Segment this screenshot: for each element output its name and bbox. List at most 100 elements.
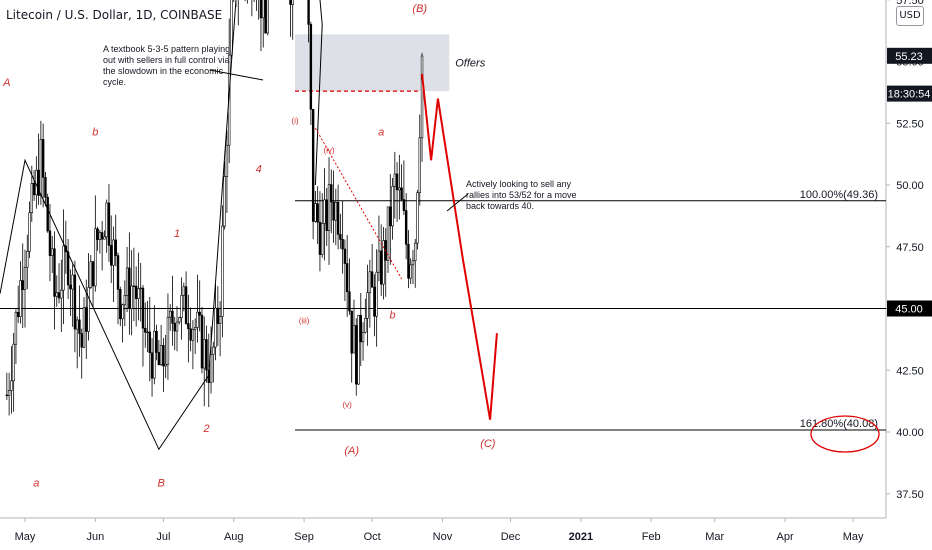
candle-body bbox=[364, 317, 367, 333]
candle-body bbox=[355, 325, 358, 385]
time-tick-label: May bbox=[15, 531, 36, 543]
candle-body bbox=[214, 307, 217, 348]
candle-body bbox=[196, 311, 199, 328]
price-tag-text: 55.23 bbox=[895, 51, 923, 63]
candle-body bbox=[123, 295, 127, 306]
candle-body bbox=[418, 137, 421, 193]
candle-body bbox=[341, 239, 344, 250]
candle-body bbox=[144, 327, 147, 333]
symbol-title: Litecoin / U.S. Dollar, 1D, COINBASE bbox=[6, 8, 223, 22]
wave-label: (iv) bbox=[323, 146, 334, 155]
time-tick-label: Jun bbox=[86, 531, 104, 543]
candle-body bbox=[41, 139, 45, 178]
candle-body bbox=[259, 0, 263, 19]
candle-body bbox=[125, 267, 129, 296]
candle-body bbox=[121, 304, 124, 320]
candle-body bbox=[216, 307, 220, 324]
candle-body bbox=[289, 0, 292, 5]
candle-body bbox=[30, 183, 34, 214]
price-tag-bg bbox=[887, 300, 932, 317]
candle-body bbox=[318, 221, 322, 255]
candle-body bbox=[352, 325, 356, 354]
candle-body bbox=[343, 248, 347, 264]
candle-body bbox=[150, 352, 154, 379]
candle-body bbox=[393, 173, 397, 187]
price-tag-text: 45.00 bbox=[895, 304, 923, 316]
candle-body bbox=[85, 307, 88, 332]
candle-body bbox=[350, 310, 353, 354]
time-tick-label: 2021 bbox=[569, 531, 593, 543]
time-tick-label: Dec bbox=[501, 531, 521, 543]
candle-body bbox=[107, 202, 111, 246]
candle-body bbox=[137, 288, 140, 299]
price-tick-label: 57.50 bbox=[896, 0, 924, 7]
candle-body bbox=[153, 330, 156, 379]
candle-body bbox=[116, 255, 120, 290]
offers-zone-label: Offers bbox=[455, 58, 485, 70]
candle-body bbox=[218, 316, 222, 324]
candle-body bbox=[169, 310, 172, 318]
candle-body bbox=[420, 55, 424, 139]
candle-body bbox=[91, 261, 95, 287]
candle-body bbox=[203, 339, 206, 369]
candle-body bbox=[44, 177, 47, 198]
candle-body bbox=[327, 184, 331, 231]
candle-body bbox=[182, 286, 186, 296]
candle-body bbox=[162, 344, 165, 367]
candle-body bbox=[146, 331, 149, 334]
candle-body bbox=[377, 250, 381, 273]
candle-body bbox=[37, 169, 40, 196]
candle-body bbox=[128, 267, 131, 309]
candle-body bbox=[21, 280, 24, 291]
time-tick-label: May bbox=[843, 531, 864, 543]
annotation-line: Actively looking to sell any bbox=[466, 179, 572, 189]
annotation-left-pointer bbox=[209, 69, 264, 81]
price-tick-label: 50.00 bbox=[896, 180, 924, 192]
candle-body bbox=[46, 196, 49, 232]
candle-body bbox=[155, 330, 158, 353]
candle-body bbox=[291, 0, 294, 5]
candle-body bbox=[139, 287, 142, 290]
candle-body bbox=[370, 271, 374, 288]
wave-label: 1 bbox=[174, 228, 180, 240]
candle-body bbox=[10, 380, 13, 391]
time-tick-label: Sep bbox=[294, 531, 314, 543]
time-tick-label: Mar bbox=[705, 531, 724, 543]
candle-body bbox=[361, 331, 365, 343]
candle-body bbox=[307, 0, 310, 25]
candle-body bbox=[98, 232, 102, 240]
wave-label: (i) bbox=[291, 116, 298, 125]
annotation-line: the slowdown in the economic bbox=[103, 66, 224, 76]
candle-body bbox=[323, 199, 326, 224]
price-tag-bg bbox=[887, 85, 932, 102]
candle-body bbox=[23, 267, 27, 291]
candle-body bbox=[187, 323, 190, 330]
annotation-line: rallies into 53/52 for a move bbox=[466, 190, 577, 200]
candle-body bbox=[359, 315, 362, 343]
candle-body bbox=[262, 0, 265, 19]
wave-label: (C) bbox=[480, 438, 496, 450]
candle-body bbox=[94, 228, 97, 287]
candle-body bbox=[157, 352, 161, 365]
candle-body bbox=[357, 315, 360, 385]
annotation-right: Actively looking to sell any rallies into… bbox=[466, 179, 577, 211]
candle-body bbox=[89, 261, 92, 288]
candle-body bbox=[191, 328, 195, 341]
candle-body bbox=[400, 187, 403, 200]
currency-button[interactable]: USD bbox=[896, 6, 924, 26]
time-tick-label: Feb bbox=[642, 531, 661, 543]
offers-zone bbox=[294, 34, 450, 92]
candle-body bbox=[87, 287, 90, 332]
annotation-line: out with sellers in full control via bbox=[103, 55, 230, 65]
candle-body bbox=[205, 339, 208, 371]
candle-body bbox=[173, 322, 176, 332]
candle-body bbox=[311, 108, 315, 222]
candle-body bbox=[368, 271, 372, 293]
candle-body bbox=[391, 185, 394, 227]
wave-label: b bbox=[92, 127, 98, 139]
candle-body bbox=[402, 199, 406, 211]
candle-body bbox=[380, 250, 383, 285]
candle-body bbox=[198, 311, 201, 316]
candle-body bbox=[366, 292, 369, 319]
